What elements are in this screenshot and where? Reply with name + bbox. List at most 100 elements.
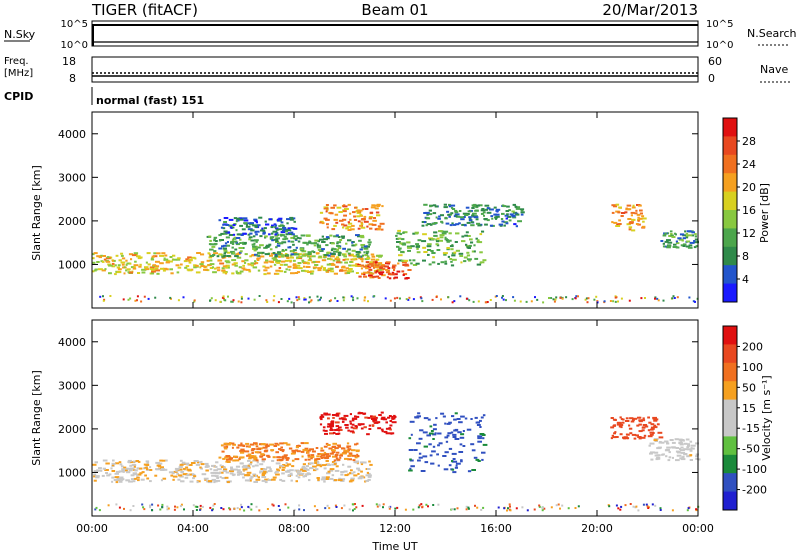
colorbar-swatch <box>723 173 737 193</box>
echo-cell <box>351 241 354 244</box>
echo-cell <box>380 428 384 431</box>
echo-cell <box>344 261 348 264</box>
echo-cell <box>512 203 516 206</box>
echo-cell <box>443 253 447 256</box>
echo-cell <box>637 223 641 226</box>
echo-cell <box>504 214 509 217</box>
echo-cell <box>212 271 217 274</box>
echo-cell <box>361 254 365 257</box>
echo-cell <box>642 426 646 429</box>
echo-cell <box>111 476 115 479</box>
echo-cell <box>349 212 352 215</box>
echo-cell <box>144 268 150 271</box>
echo-cell <box>134 299 137 302</box>
echo-cell <box>459 216 464 219</box>
echo-cell <box>342 210 347 213</box>
echo-cell <box>356 453 359 456</box>
echo-cell <box>282 229 286 232</box>
echo-cell <box>662 245 666 248</box>
colorbar-tick-label: 100 <box>742 361 763 374</box>
echo-cell <box>138 265 142 268</box>
echo-cell <box>258 216 263 219</box>
echo-cell <box>161 506 164 509</box>
echo-cell <box>422 259 426 262</box>
echo-cell <box>212 504 215 507</box>
echo-cell <box>438 230 443 233</box>
colorbar-frame <box>722 325 738 511</box>
echo-cell <box>229 508 232 511</box>
echo-cell <box>385 269 389 271</box>
echo-cell <box>323 445 328 448</box>
echo-cell <box>272 504 275 507</box>
echo-cell <box>325 207 329 210</box>
echo-cell <box>437 262 440 265</box>
echo-cell <box>365 252 369 254</box>
echo-cell <box>130 266 134 269</box>
echo-cell <box>118 480 123 483</box>
echo-cell <box>402 274 405 276</box>
echo-cell <box>661 453 664 456</box>
echo-cell <box>359 412 364 415</box>
echo-cell <box>283 235 287 238</box>
echo-cell <box>436 244 440 247</box>
echo-cell <box>272 230 278 233</box>
plot-title: TIGER (fitACF) <box>91 1 198 19</box>
echo-cell <box>224 260 230 263</box>
echo-cell <box>264 481 268 484</box>
echo-cell <box>443 230 449 233</box>
echo-cell <box>666 442 670 445</box>
echo-cell <box>207 480 213 483</box>
echo-cell <box>295 446 299 449</box>
echo-cell <box>315 260 321 263</box>
echo-cell <box>303 449 309 452</box>
echo-cell <box>401 270 405 273</box>
echo-cell <box>143 508 146 511</box>
echo-cell <box>169 268 173 271</box>
echo-cell <box>321 248 325 251</box>
echo-cell <box>642 417 645 420</box>
echo-cell <box>620 418 624 421</box>
echo-cell <box>223 442 228 445</box>
echo-cell <box>261 476 267 478</box>
echo-cell <box>95 476 100 479</box>
echo-cell <box>333 224 337 227</box>
echo-cell <box>364 258 368 261</box>
echo-cell <box>332 442 337 445</box>
echo-cell <box>111 464 115 467</box>
echo-cell <box>407 246 412 249</box>
echo-cell <box>343 214 347 217</box>
echo-cell <box>335 425 340 428</box>
echo-cell <box>679 448 682 450</box>
echo-cell <box>624 211 628 214</box>
echo-cell <box>176 258 181 261</box>
echo-cell <box>277 233 280 236</box>
echo-cell <box>149 506 152 509</box>
echo-cell <box>276 260 281 262</box>
echo-cell <box>232 237 237 240</box>
echo-cell <box>162 477 167 480</box>
echo-cell <box>629 417 634 420</box>
echo-cell <box>385 432 390 435</box>
echo-cell <box>530 300 533 303</box>
echo-cell <box>451 208 456 210</box>
echo-cell <box>249 455 255 458</box>
echo-cell <box>334 469 340 472</box>
echo-cell <box>353 508 356 510</box>
echo-cell <box>249 255 252 258</box>
echo-cell <box>195 509 198 511</box>
echo-cell <box>325 456 329 459</box>
echo-cell <box>234 255 239 258</box>
echo-cell <box>224 242 228 245</box>
echo-cell <box>242 445 246 447</box>
echo-cell <box>140 300 143 303</box>
echo-cell <box>209 254 215 257</box>
echo-cell <box>290 236 295 239</box>
echo-cell <box>416 415 421 418</box>
echo-cell <box>370 258 376 261</box>
echo-cell <box>258 295 261 297</box>
echo-cell <box>231 226 235 229</box>
echo-cell <box>355 243 358 246</box>
echo-cell <box>225 445 229 448</box>
echo-cell <box>274 224 278 227</box>
echo-cell <box>279 478 283 481</box>
